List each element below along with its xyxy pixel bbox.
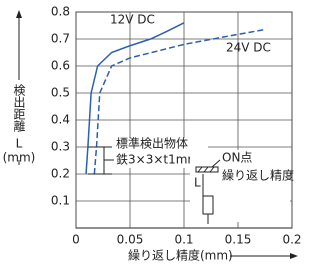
x-tick-label: 0 — [72, 233, 80, 247]
hatch — [203, 166, 209, 173]
series-line — [93, 28, 266, 175]
x-label: 繰り返し精度(mm) — [128, 248, 233, 263]
y-label: (mm) — [3, 151, 36, 165]
annotation: L — [194, 176, 201, 190]
x-tick-label: 0.05 — [117, 233, 144, 247]
y-tick-label: 0.4 — [51, 113, 70, 127]
y-tick-label: 0.5 — [51, 86, 70, 100]
plot: 0.1 0.2 0.3 0.4 0.5 0.6 0.7 0.8 0 0.05 0.1 0.15 0.2 — [51, 5, 302, 247]
y-tick-label: 0.3 — [51, 140, 70, 154]
hatch — [209, 166, 215, 173]
pointer — [211, 159, 221, 168]
x-label-bg — [120, 248, 230, 264]
annotation: ON点 — [222, 151, 252, 165]
annotation: 12V DC — [110, 13, 155, 27]
annotation: 鉄3×3×t1mm — [116, 152, 199, 167]
x-arrowhead — [290, 253, 298, 259]
y-tick-label: 0.8 — [51, 5, 70, 19]
x-tick-label: 0.1 — [174, 233, 193, 247]
y-tick-label: 0.2 — [51, 167, 70, 181]
y-arrowhead — [16, 10, 22, 18]
y-tick-label: 0.1 — [51, 194, 70, 208]
annotation: 24V DC — [226, 41, 271, 55]
x-tick-label: 0.2 — [282, 233, 301, 247]
y-label: L — [16, 137, 23, 151]
hatch — [197, 166, 203, 173]
annotation: 繰り返し精度 — [222, 168, 294, 183]
sensor — [202, 195, 214, 215]
y-tick-label: 0.6 — [51, 59, 70, 73]
series-line — [85, 22, 185, 175]
target-plate — [195, 166, 219, 173]
x-tick-label: 0.15 — [225, 233, 252, 247]
y-tick-label: 0.7 — [51, 32, 70, 46]
y-label-bg — [10, 80, 28, 160]
y-label: 検出距離 — [12, 84, 26, 132]
annotation: 標準検出物体 — [116, 136, 188, 151]
